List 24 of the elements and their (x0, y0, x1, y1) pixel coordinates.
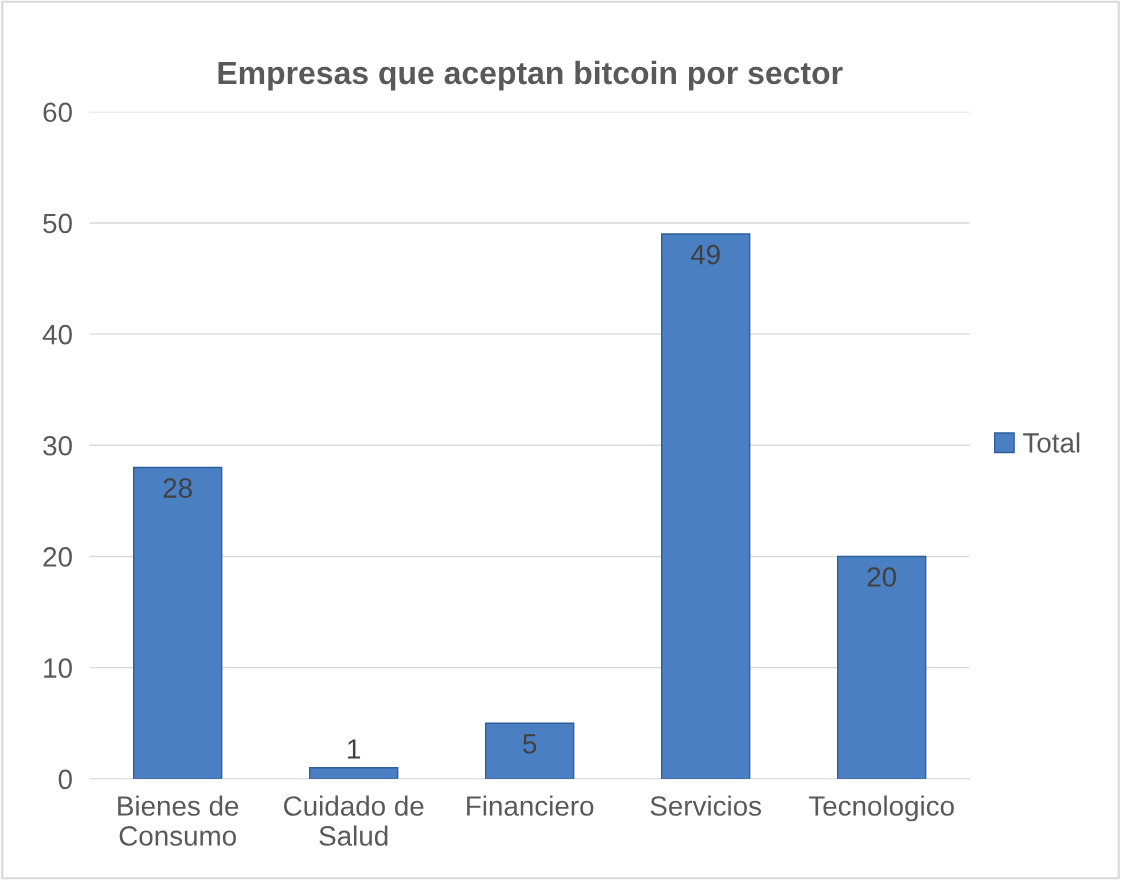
data-label: 49 (690, 244, 720, 265)
x-tick-label: Cuidado de Salud (284, 795, 424, 846)
x-tick-label: Financiero (467, 795, 594, 816)
data-label: 1 (348, 739, 361, 759)
y-tick-label: 20 (43, 547, 72, 567)
bar (132, 466, 223, 779)
x-tick-label: Servicios (650, 795, 762, 816)
bar (308, 766, 399, 779)
y-tick-label: 60 (43, 102, 72, 123)
data-label: 28 (163, 478, 192, 498)
y-tick-label: 10 (44, 658, 72, 678)
data-label: 20 (867, 567, 897, 587)
y-tick-label: 30 (43, 435, 72, 456)
bar (836, 555, 927, 779)
y-tick-label: 40 (42, 324, 72, 345)
x-tick-label: Bienes de Consumo (118, 795, 239, 846)
bar (660, 233, 751, 779)
bar (484, 722, 575, 779)
x-tick-label: Tecnologico (808, 795, 954, 822)
data-label: 5 (523, 734, 537, 754)
y-tick-label: 0 (58, 769, 72, 790)
chart-title: Empresas que aceptan bitcoin por sector (218, 60, 843, 91)
y-tick-label: 50 (43, 213, 72, 234)
legend-label: Total (1023, 432, 1080, 453)
